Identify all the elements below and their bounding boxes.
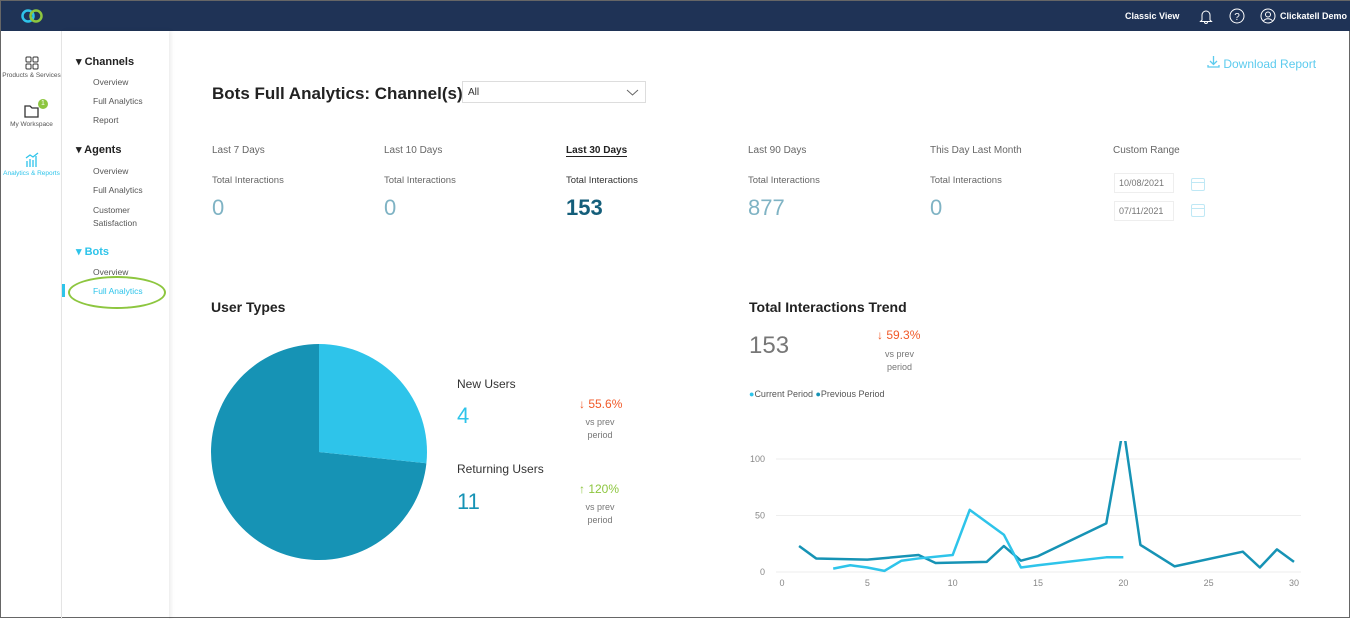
- x-tick-label: 20: [1118, 578, 1128, 588]
- calendar-icon[interactable]: [1191, 204, 1205, 217]
- returning-users-vs: vs prev period: [585, 502, 615, 525]
- trend-vs: vs prev period: [884, 349, 914, 372]
- period-metric-label: Total Interactions: [748, 175, 820, 186]
- page-title: Bots Full Analytics: Channel(s): [212, 84, 463, 103]
- period-metric-label: Total Interactions: [930, 175, 1002, 186]
- period-tab[interactable]: Last 90 Days: [748, 145, 807, 156]
- period-metric-value: 0: [384, 195, 397, 220]
- date-from-input[interactable]: 10/08/2021: [1114, 173, 1174, 193]
- top-bar: Classic View ? Clickatell Demo: [1, 1, 1350, 31]
- x-tick-label: 5: [865, 578, 870, 588]
- x-tick-label: 25: [1204, 578, 1214, 588]
- nav-channels-overview[interactable]: Overview: [93, 77, 129, 87]
- new-users-value: 4: [457, 403, 470, 428]
- legend-dot-previous: ●: [815, 389, 821, 399]
- returning-users-label: Returning Users: [457, 462, 544, 476]
- nav-section-bots[interactable]: ▾ Bots: [76, 246, 110, 258]
- series-line-current-period: [832, 508, 1124, 573]
- rail-products-services[interactable]: Products & Services: [1, 56, 62, 79]
- period-tab[interactable]: This Day Last Month: [930, 145, 1022, 156]
- new-users-vs: vs prev period: [585, 417, 615, 440]
- chevron-down-icon: [626, 89, 639, 96]
- period-tab[interactable]: Last 10 Days: [384, 145, 443, 156]
- pie-slice-new-users: [319, 344, 427, 464]
- logo-icon[interactable]: [20, 8, 44, 24]
- period-tab[interactable]: Last 7 Days: [212, 145, 265, 156]
- bell-icon[interactable]: [1198, 8, 1214, 24]
- nav-channels-report[interactable]: Report: [93, 115, 119, 125]
- user-types-pie: [211, 344, 427, 560]
- nav-agents-overview[interactable]: Overview: [93, 166, 129, 176]
- period-metric-value: 877: [748, 195, 785, 220]
- folder-icon: [23, 105, 39, 118]
- trend-value: 153: [749, 332, 790, 359]
- download-icon: [1207, 56, 1220, 68]
- period-metric-value: 0: [212, 195, 225, 220]
- user-name[interactable]: Clickatell Demo: [1280, 11, 1348, 21]
- workspace-badge: 1: [38, 99, 48, 109]
- user-types-title: User Types: [211, 299, 286, 315]
- nav-section-agents[interactable]: ▾ Agents: [76, 144, 122, 156]
- grid-icon: [25, 56, 38, 70]
- nav-bots-overview[interactable]: Overview: [93, 267, 129, 277]
- period-tab[interactable]: Last 30 Days: [566, 145, 628, 157]
- series-line-previous-period: [798, 441, 1295, 569]
- period-metric-label: Total Interactions: [384, 175, 456, 186]
- custom-range-label: Custom Range: [1113, 145, 1180, 156]
- returning-users-value: 11: [457, 489, 480, 514]
- secondary-nav: ▾ Channels Overview Full Analytics Repor…: [62, 31, 169, 619]
- x-tick-label: 30: [1289, 578, 1299, 588]
- nav-section-channels[interactable]: ▾ Channels: [76, 56, 135, 68]
- calendar-icon[interactable]: [1191, 178, 1205, 191]
- legend-dot-current: ●: [749, 389, 755, 399]
- download-report-button[interactable]: Download Report: [1207, 55, 1316, 71]
- bar-chart-icon: [25, 152, 38, 167]
- x-tick-label: 10: [948, 578, 958, 588]
- chart-legend: ●Current Period ●Previous Period: [749, 389, 885, 399]
- y-tick-label: 50: [755, 511, 765, 521]
- channel-select[interactable]: All: [462, 81, 646, 103]
- user-icon[interactable]: [1260, 8, 1276, 24]
- classic-view-link[interactable]: Classic View: [1125, 11, 1180, 21]
- x-tick-label: 0: [779, 578, 784, 588]
- period-metric-value: 153: [566, 195, 603, 220]
- trend-line-chart: 0 50 100 0 5 10 15 20 25 30: [750, 441, 1301, 588]
- period-metric-label: Total Interactions: [212, 175, 284, 186]
- pie-slice-returning-users: [211, 344, 427, 560]
- help-icon[interactable]: ?: [1229, 8, 1245, 24]
- x-tick-label: 15: [1033, 578, 1043, 588]
- nav-agents-full-analytics[interactable]: Full Analytics: [93, 185, 143, 195]
- y-tick-label: 0: [760, 567, 765, 577]
- period-metric-label: Total Interactions: [566, 175, 638, 186]
- nav-agents-customer-satisfaction[interactable]: Customer Satisfaction: [93, 205, 137, 228]
- icon-rail: Products & Services 1 My Workspace Analy…: [1, 31, 62, 619]
- trend-title: Total Interactions Trend: [749, 299, 907, 315]
- trend-change: ↓ 59.3%: [877, 328, 921, 342]
- new-users-change: ↓ 55.6%: [579, 397, 623, 411]
- date-to-input[interactable]: 07/11/2021: [1114, 201, 1174, 221]
- period-metric-value: 0: [930, 195, 943, 220]
- nav-channels-full-analytics[interactable]: Full Analytics: [93, 96, 143, 106]
- returning-users-change: ↑ 120%: [579, 482, 620, 496]
- highlight-circle: [68, 276, 166, 309]
- rail-analytics-reports[interactable]: Analytics & Reports: [1, 152, 62, 177]
- y-tick-label: 100: [750, 454, 765, 464]
- rail-my-workspace[interactable]: 1 My Workspace: [10, 99, 53, 128]
- active-indicator: [62, 284, 65, 297]
- new-users-label: New Users: [457, 377, 516, 391]
- svg-text:?: ?: [1234, 12, 1240, 23]
